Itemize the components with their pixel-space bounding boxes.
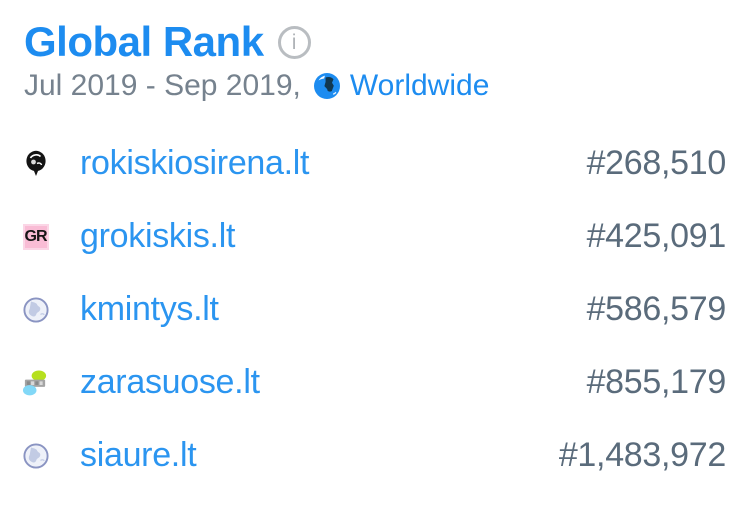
site-link[interactable]: siaure.lt <box>80 436 197 474</box>
gr-monogram-icon: GR <box>22 223 49 250</box>
region-label: Worldwide <box>349 69 490 102</box>
site-rank-value: #586,579 <box>586 290 727 328</box>
default-globe-icon <box>22 296 49 323</box>
worldwide-globe-icon <box>313 73 340 99</box>
date-range-label: Jul 2019 - Sep 2019, <box>24 69 301 102</box>
site-link[interactable]: kmintys.lt <box>80 290 219 328</box>
site-link[interactable]: zarasuose.lt <box>80 363 260 401</box>
site-rank-value: #1,483,972 <box>558 436 726 474</box>
zarasuose-logo-icon <box>22 369 49 396</box>
page-title: Global Rank <box>24 18 264 65</box>
info-icon[interactable]: i <box>277 25 311 59</box>
site-rank-value: #268,510 <box>586 144 727 182</box>
site-link[interactable]: rokiskiosirena.lt <box>80 144 310 182</box>
default-globe-icon <box>22 442 49 469</box>
widget-subtitle: Jul 2019 - Sep 2019, Worldwide <box>24 68 726 104</box>
site-row-siaure: siaure.lt #1,483,972 <box>22 419 726 492</box>
site-link[interactable]: grokiskis.lt <box>80 217 236 255</box>
site-rank-list: rokiskiosirena.lt #268,510 GR grokiskis.… <box>22 127 727 492</box>
site-row-kmintys: kmintys.lt #586,579 <box>22 273 727 346</box>
widget-header: Global Rank i <box>24 20 726 64</box>
site-rank-value: #425,091 <box>586 217 727 255</box>
site-row-rokiskiosirena: rokiskiosirena.lt #268,510 <box>24 127 726 200</box>
site-row-grokiskis: GR grokiskis.lt #425,091 <box>22 200 727 273</box>
site-rank-value: #855,179 <box>586 363 727 401</box>
siren-emblem-icon <box>22 150 49 177</box>
site-row-zarasuose: zarasuose.lt #855,179 <box>22 346 727 419</box>
